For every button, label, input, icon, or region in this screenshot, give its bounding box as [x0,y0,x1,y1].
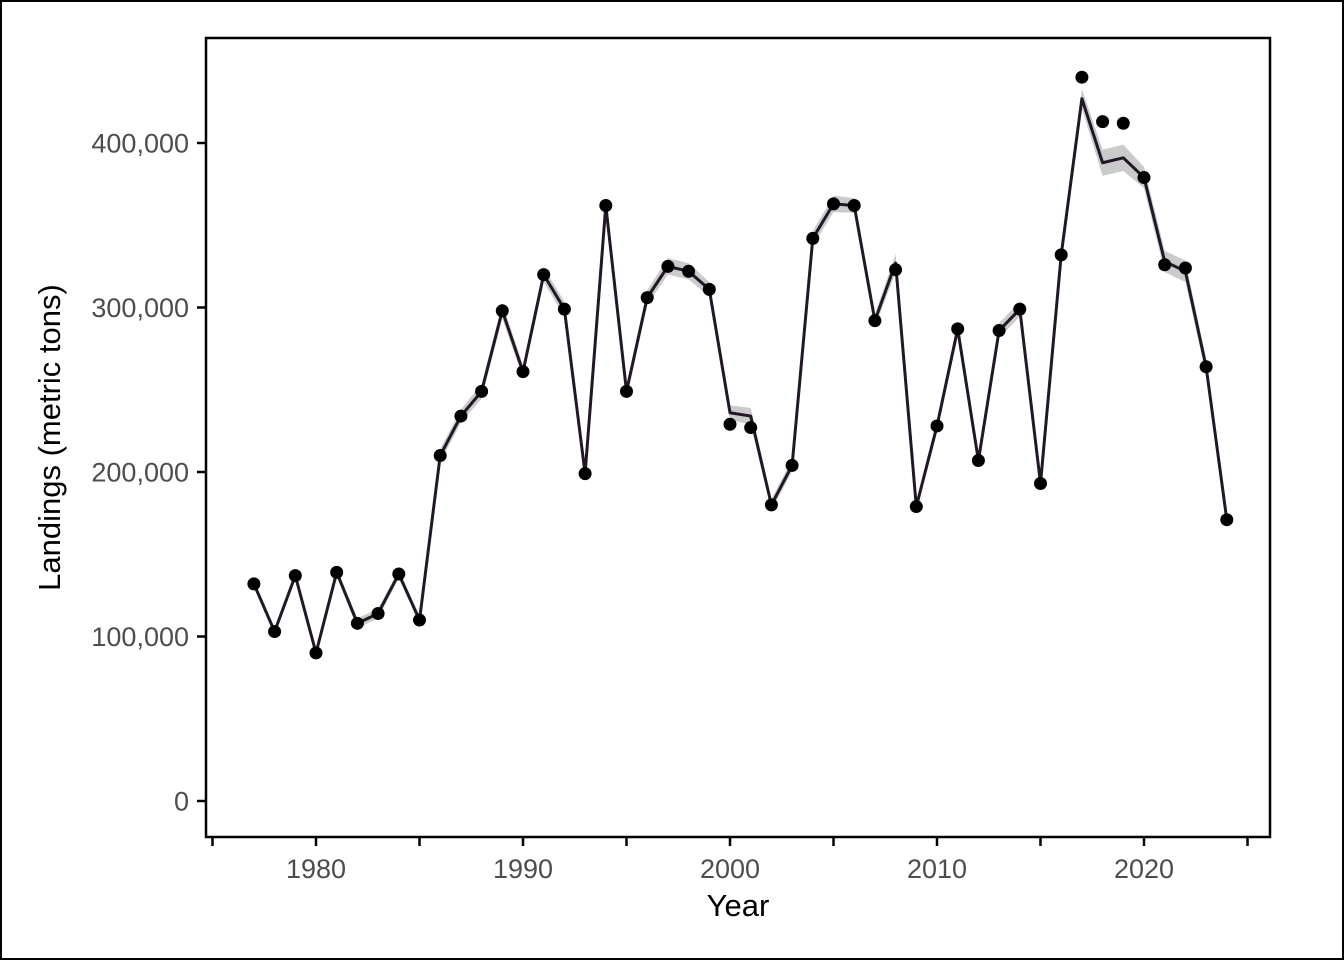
x-axis-ticks: 1980 1990 2000 2010 2020 [211,837,1249,884]
data-point [723,417,737,431]
fitted-line-layer [252,97,1229,655]
data-point [433,449,447,463]
data-point [909,500,923,514]
data-point [1116,116,1130,130]
data-point [392,567,406,581]
y-tick-label: 200,000 [91,457,189,487]
data-point [744,421,758,435]
x-tick-label: 1980 [286,854,346,884]
y-tick-label: 400,000 [91,128,189,158]
data-point [702,282,716,296]
x-axis-title: Year [707,888,770,923]
data-point [661,259,675,273]
data-point [889,263,903,277]
data-point [868,314,882,328]
data-points-layer [247,70,1234,660]
data-point [475,384,489,398]
data-point [578,467,592,481]
x-tick-label: 2010 [907,854,967,884]
data-point [557,302,571,316]
x-tick-label: 2000 [700,854,760,884]
data-point [413,613,426,627]
data-point [992,324,1006,338]
data-point [247,577,261,591]
data-point [620,384,633,398]
data-point [268,625,282,639]
fitted-line [252,97,1229,655]
plot-panel-border [204,36,1272,839]
data-point [827,197,840,211]
data-point [764,498,778,512]
data-point [288,569,302,583]
data-point [1013,302,1027,316]
data-point [785,458,799,472]
data-point [516,365,530,379]
data-point [951,322,965,336]
data-point [350,616,364,630]
data-point [599,199,613,213]
data-point [1096,115,1110,129]
data-point [371,606,385,620]
data-point [1034,477,1047,491]
data-point [495,304,509,318]
data-point [930,419,944,433]
data-point [1075,70,1089,84]
x-tick-label: 2020 [1114,854,1174,884]
data-point [971,453,985,467]
y-axis-title: Landings (metric tons) [32,284,67,591]
y-axis-ticks: 0 100,000 200,000 300,000 400,000 [91,128,206,816]
y-tick-label: 100,000 [91,622,189,652]
y-tick-label: 0 [174,786,189,816]
data-point [537,268,551,282]
data-point [309,646,323,660]
data-point [640,291,654,305]
data-point [330,565,344,579]
data-point [454,409,468,423]
y-tick-label: 300,000 [91,293,189,323]
data-point [1199,360,1213,374]
data-point [806,231,820,245]
data-point [847,199,861,213]
data-point [1158,258,1172,272]
data-point [1137,171,1151,185]
data-point [1178,261,1192,275]
data-point [1054,248,1068,262]
data-point [682,264,696,278]
x-tick-label: 1990 [493,854,553,884]
data-point [1220,513,1234,527]
